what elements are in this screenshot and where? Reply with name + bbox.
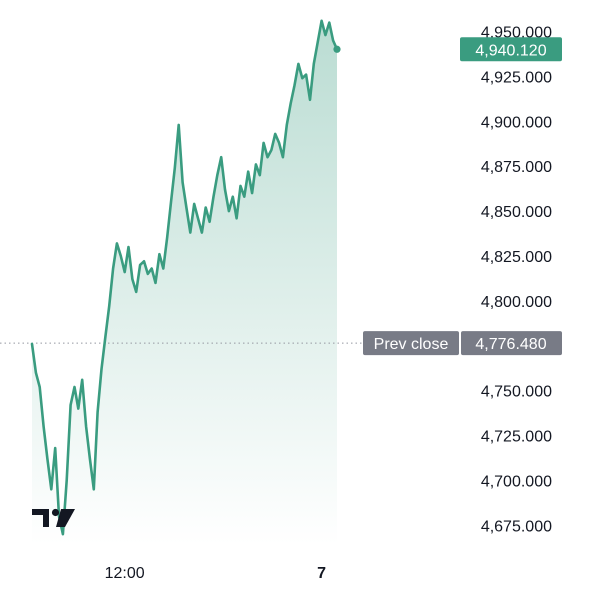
last-price-label: 4,940.120 — [475, 42, 546, 59]
x-tick-label: 12:00 — [105, 565, 145, 582]
prev-close-badge — [461, 331, 562, 356]
y-tick-label: 4,900.000 — [481, 114, 552, 131]
prev-close-text: Prev close — [374, 336, 449, 353]
y-tick-label: 4,850.000 — [481, 204, 552, 221]
y-tick-label: 4,925.000 — [481, 69, 552, 86]
y-tick-label: 4,725.000 — [481, 428, 552, 445]
y-tick-label: 4,825.000 — [481, 249, 552, 266]
logo-mark-slant — [56, 509, 75, 527]
tradingview-logo[interactable] — [32, 508, 75, 527]
y-tick-label: 4,750.000 — [481, 384, 552, 401]
x-axis: 12:00 7 — [105, 565, 326, 582]
y-tick-label: 4,800.000 — [481, 294, 552, 311]
line-layer — [30, 19, 341, 536]
prev-close-value: 4,776.480 — [475, 336, 546, 353]
y-tick-label: 4,875.000 — [481, 159, 552, 176]
area-layer — [32, 20, 337, 546]
y-tick-label: 4,700.000 — [481, 473, 552, 490]
logo-mark-dot — [51, 508, 60, 517]
y-tick-label: 4,675.000 — [481, 518, 552, 535]
series-area — [32, 20, 337, 546]
x-tick-label: 7 — [317, 565, 326, 582]
series-line — [30, 19, 339, 536]
y-axis: 4,950.0004,925.0004,900.0004,875.0004,85… — [481, 25, 552, 536]
prev-close-tag — [363, 331, 459, 356]
price-badges: 4,940.120 Prev close 4,776.480 — [363, 37, 562, 356]
last-point-marker — [333, 45, 341, 53]
logo-mark-bar — [32, 509, 49, 527]
last-price-badge — [460, 37, 562, 62]
